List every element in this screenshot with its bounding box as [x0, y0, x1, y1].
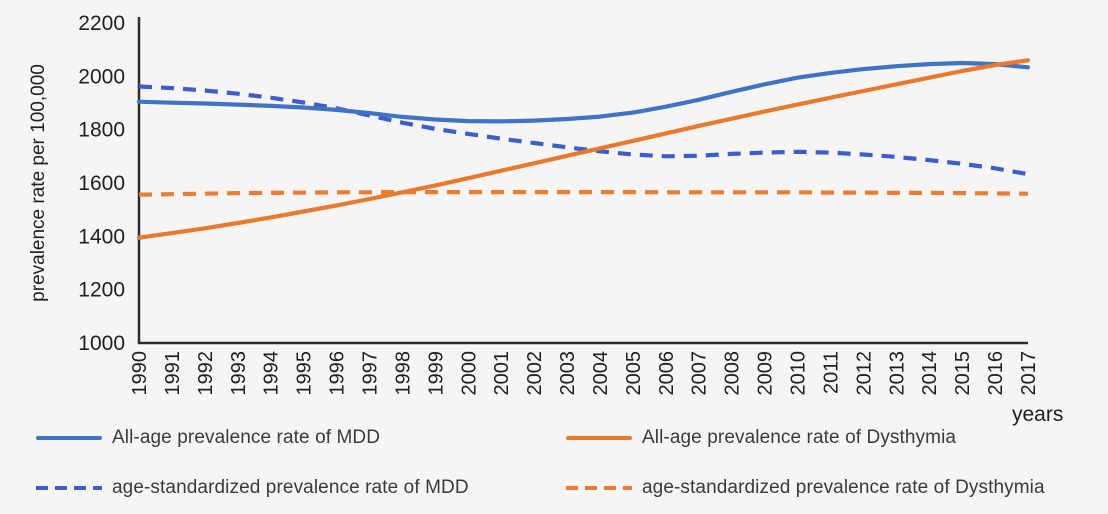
x-axis-tick-label: 2013 — [886, 351, 908, 396]
legend-item-age-std-mdd: age-standardized prevalence rate of MDD — [36, 476, 566, 500]
y-axis-tick-label: 1600 — [78, 172, 125, 195]
legend-line-sample-dashed-orange — [566, 486, 632, 490]
x-axis-tick-label: 2002 — [524, 351, 546, 396]
series-line-0 — [136, 60, 1031, 124]
x-axis-tick-label: 2015 — [952, 351, 974, 396]
x-axis-tick-label: 2014 — [919, 351, 941, 396]
x-axis-tick-label: 2007 — [689, 351, 711, 396]
legend-label-all-age-mdd: All-age prevalence rate of MDD — [112, 427, 381, 448]
x-axis-tick-label: 1995 — [294, 351, 316, 396]
x-axis-tick-label: 1991 — [162, 351, 184, 396]
x-axis-tick-label: 1992 — [195, 351, 217, 396]
legend-label-all-age-dysthymia: All-age prevalence rate of Dysthymia — [642, 427, 957, 448]
series-line-3 — [138, 190, 1029, 197]
x-axis-tick-label: 2004 — [590, 351, 612, 396]
y-axis-tick-label: 1400 — [78, 225, 125, 248]
y-axis-tick-label: 2200 — [78, 12, 125, 35]
x-axis-tick-label: 1994 — [261, 351, 283, 396]
legend-label-age-std-dysthymia: age-standardized prevalence rate of Dyst… — [642, 477, 1045, 498]
x-axis-tick-label: 1990 — [129, 351, 151, 396]
y-axis-tick-label: 2000 — [78, 65, 125, 88]
x-axis-tick-label: 1999 — [425, 351, 447, 396]
series-line-1 — [138, 84, 1029, 177]
x-axis-tick-label: 1997 — [359, 351, 381, 396]
axis-lines — [137, 17, 1028, 345]
y-axis-tick-label: 1800 — [78, 119, 125, 142]
legend-line-sample-solid-orange — [566, 436, 632, 440]
x-axis-tick-label: 2008 — [722, 351, 744, 396]
legend-label-age-std-mdd: age-standardized prevalence rate of MDD — [112, 477, 469, 498]
legend-line-sample-dashed-blue — [36, 486, 102, 490]
x-axis-tick-label: 2012 — [853, 351, 875, 396]
x-axis-tick-label: 2001 — [491, 351, 513, 396]
legend-line-sample-solid-blue — [36, 436, 102, 440]
x-axis-tick-label: 2005 — [623, 351, 645, 396]
x-axis-tick-label: 1993 — [228, 351, 250, 396]
y-axis-tick-label: 1200 — [78, 279, 125, 302]
x-axis-tick-label: 2009 — [755, 351, 777, 396]
x-axis-tick-label: 2016 — [985, 351, 1007, 396]
x-axis-tick-label: 2017 — [1018, 351, 1040, 396]
x-axis-tick-label: 2011 — [820, 351, 842, 394]
x-axis-tick-label: 2000 — [458, 351, 480, 396]
y-axis-tick-label: 1000 — [78, 332, 125, 355]
series-line-2 — [136, 58, 1031, 240]
legend-item-all-age-mdd: All-age prevalence rate of MDD — [36, 426, 566, 450]
x-axis-tick-label: 1998 — [392, 351, 414, 396]
chart-legend: All-age prevalence rate of MDD All-age p… — [36, 420, 1108, 500]
x-axis-tick-label: 2010 — [788, 351, 810, 396]
x-axis-tick-label: 2006 — [656, 351, 678, 396]
y-axis-title: prevalence rate per 100,000 — [28, 64, 49, 302]
x-axis-tick-label: 1996 — [327, 351, 349, 396]
legend-item-age-std-dysthymia: age-standardized prevalence rate of Dyst… — [566, 476, 1108, 500]
x-axis-tick-label: 2003 — [557, 351, 579, 396]
legend-item-all-age-dysthymia: All-age prevalence rate of Dysthymia — [566, 426, 1108, 450]
x-axis-title: years — [1012, 403, 1063, 426]
